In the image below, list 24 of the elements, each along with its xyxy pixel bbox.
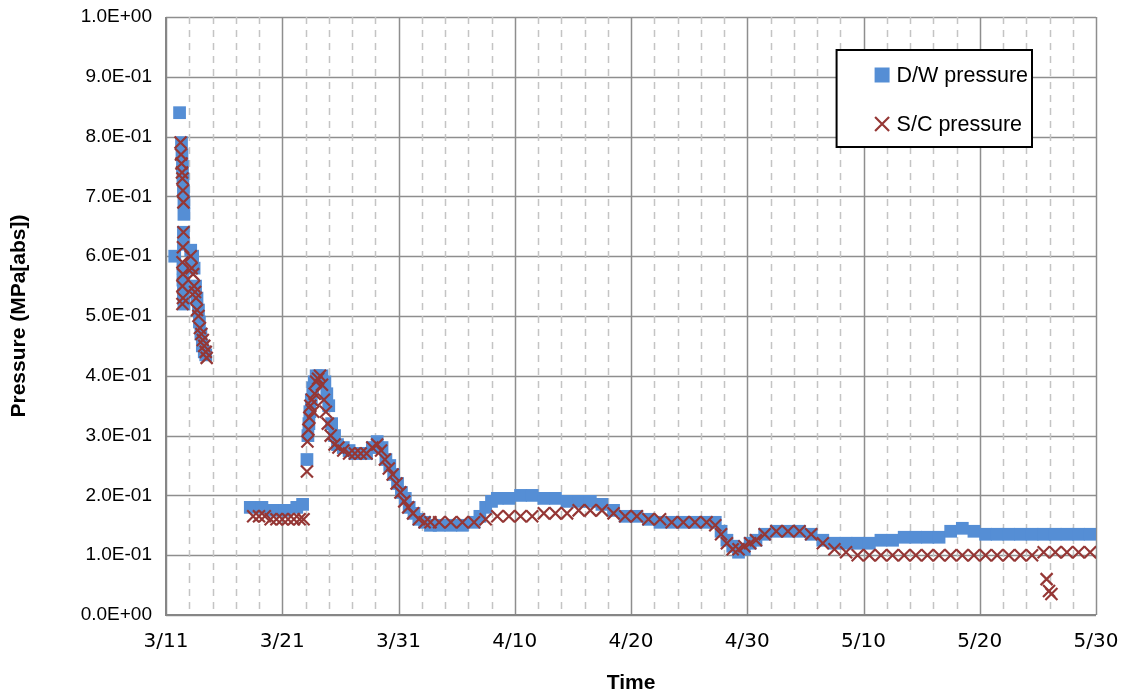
y-tick-label: 5.0E-01 [85,304,152,326]
x-tick-label: 4/20 [608,628,654,653]
x-tick-label: 4/10 [492,628,538,653]
legend-label: D/W pressure [896,62,1029,87]
x-tick-label: 4/30 [724,628,770,653]
y-tick-label: 6.0E-01 [85,244,152,266]
y-tick-label: 0.0E+00 [80,603,152,625]
x-tick-label: 3/11 [143,628,189,653]
y-tick-label: 4.0E-01 [85,364,152,386]
y-tick-label: 3.0E-01 [85,423,152,445]
y-axis-title: Pressure (MPa[abs]) [6,214,30,418]
y-tick-label: 8.0E-01 [85,124,152,146]
x-tick-label: 5/30 [1073,628,1119,653]
x-tick-label: 5/20 [957,628,1003,653]
y-tick-label: 1.0E+00 [80,5,152,27]
y-tick-label: 1.0E-01 [85,543,152,565]
x-tick-label: 5/10 [841,628,886,653]
y-tick-label: 7.0E-01 [85,184,152,206]
x-tick-label: 3/31 [376,628,421,653]
x-axis-title: Time [606,670,656,694]
legend-label: S/C pressure [896,111,1023,136]
y-tick-label: 9.0E-01 [85,65,152,87]
y-tick-label: 2.0E-01 [85,483,152,505]
x-tick-label: 3/21 [259,628,305,653]
